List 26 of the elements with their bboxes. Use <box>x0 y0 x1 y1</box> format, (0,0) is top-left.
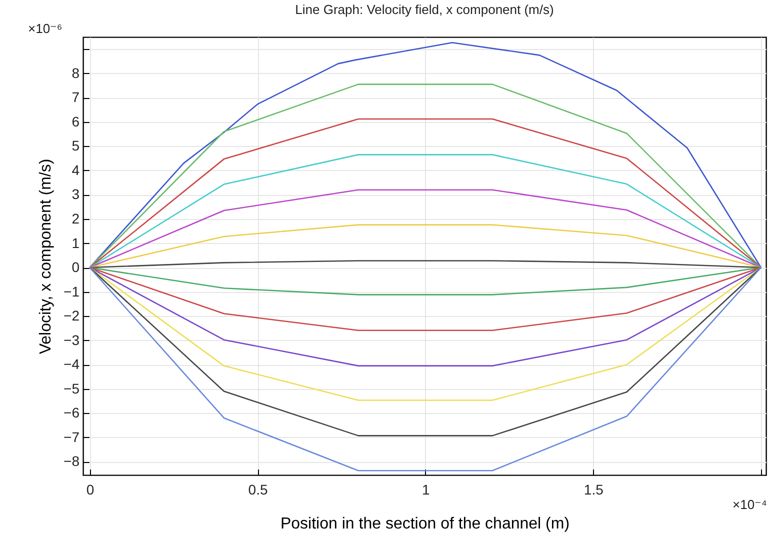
y-tick-label: 0 <box>72 259 80 276</box>
y-tick-label: −7 <box>64 428 80 445</box>
y-tick-label: −1 <box>64 283 80 300</box>
y-tick-label: 6 <box>72 113 80 130</box>
x-tick-label: 0.5 <box>248 482 268 498</box>
y-tick-label: 1 <box>72 234 80 251</box>
x-tick-label: 0 <box>86 482 94 498</box>
x-tick-label: 1.5 <box>584 482 604 498</box>
y-tick-label: −2 <box>64 308 80 324</box>
y-axis-title: Velocity, x component (m/s) <box>38 158 55 354</box>
y-tick-label: 7 <box>72 89 80 106</box>
y-tick-label: −8 <box>64 453 80 470</box>
x-tick-label: 1 <box>422 482 430 498</box>
chart-title: Line Graph: Velocity field, x component (m/s) <box>295 2 554 17</box>
x-axis-title: Position in the section of the channel (m) <box>280 516 570 532</box>
y-tick-label: 4 <box>72 162 80 178</box>
y-tick-label: 3 <box>72 186 80 202</box>
text: ×10⁻⁶ <box>28 21 62 36</box>
y-tick-label: −4 <box>64 356 80 372</box>
text: ×10⁻⁴ <box>732 497 767 512</box>
y-tick-label: 5 <box>72 138 80 154</box>
y-tick-label: −5 <box>64 380 80 396</box>
y-tick-label: −3 <box>64 332 80 348</box>
y-tick-label: 2 <box>72 210 80 226</box>
y-tick-label: −6 <box>64 404 80 421</box>
y-tick-label: 8 <box>72 64 80 81</box>
